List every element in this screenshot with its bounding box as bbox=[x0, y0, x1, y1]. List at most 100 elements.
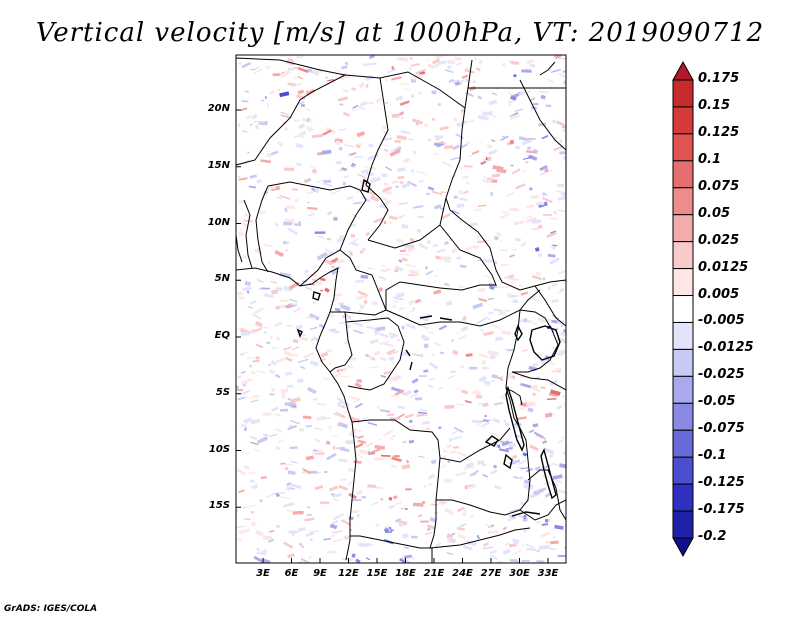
field-speckle bbox=[441, 501, 447, 504]
field-speckle bbox=[320, 351, 329, 358]
field-speckle bbox=[348, 357, 357, 361]
field-speckle bbox=[499, 440, 504, 443]
field-speckle bbox=[340, 513, 344, 517]
field-speckle bbox=[296, 94, 306, 100]
field-speckle bbox=[326, 452, 337, 461]
field-speckle bbox=[339, 400, 351, 407]
field-speckle bbox=[237, 396, 246, 401]
colorbar-label: -0.05 bbox=[698, 394, 736, 410]
field-speckle bbox=[335, 140, 342, 146]
field-speckle bbox=[384, 199, 392, 206]
field-speckle bbox=[514, 108, 524, 112]
field-speckle bbox=[351, 87, 357, 91]
field-speckle bbox=[410, 56, 413, 60]
field-speckle bbox=[478, 375, 487, 383]
field-speckle bbox=[324, 287, 330, 293]
field-speckle bbox=[357, 439, 367, 444]
field-speckle bbox=[286, 481, 292, 487]
field-speckle bbox=[336, 236, 346, 244]
field-speckle bbox=[456, 403, 465, 406]
field-speckle bbox=[457, 190, 465, 195]
field-speckle bbox=[432, 244, 439, 247]
field-speckle bbox=[305, 90, 309, 93]
field-speckle bbox=[472, 80, 477, 84]
field-speckle bbox=[392, 435, 396, 437]
field-speckle bbox=[339, 74, 351, 81]
field-speckle bbox=[309, 326, 318, 331]
field-speckle bbox=[274, 222, 279, 227]
field-speckle bbox=[509, 558, 519, 563]
field-speckle bbox=[276, 196, 282, 200]
field-speckle bbox=[276, 141, 284, 147]
field-speckle bbox=[404, 547, 409, 549]
field-speckle bbox=[523, 317, 528, 323]
field-speckle bbox=[491, 139, 496, 143]
field-speckle bbox=[494, 260, 498, 265]
field-speckle bbox=[460, 389, 469, 395]
lon-label: 12E bbox=[338, 568, 359, 579]
field-speckle bbox=[420, 520, 429, 523]
field-speckle bbox=[493, 235, 499, 241]
field-speckle bbox=[440, 464, 447, 469]
field-speckle bbox=[468, 366, 478, 370]
field-speckle bbox=[501, 396, 507, 401]
field-speckle bbox=[412, 307, 416, 310]
field-speckle bbox=[442, 455, 447, 460]
field-speckle bbox=[334, 68, 342, 73]
field-speckle bbox=[283, 285, 293, 292]
field-speckle bbox=[459, 166, 463, 170]
field-speckle bbox=[504, 542, 510, 546]
field-speckle bbox=[443, 478, 453, 483]
field-speckle bbox=[500, 135, 509, 142]
field-speckle bbox=[517, 416, 527, 421]
field-speckle bbox=[411, 118, 424, 125]
field-speckle bbox=[378, 287, 383, 292]
field-speckle bbox=[342, 367, 348, 372]
field-speckle bbox=[250, 521, 257, 527]
field-speckle bbox=[445, 300, 453, 306]
field-speckle bbox=[316, 179, 326, 184]
field-speckle bbox=[520, 501, 526, 506]
field-speckle bbox=[241, 378, 253, 384]
field-speckle bbox=[389, 334, 397, 339]
field-speckle bbox=[463, 545, 473, 551]
field-speckle bbox=[525, 150, 537, 154]
field-speckle bbox=[447, 60, 456, 65]
field-speckle bbox=[327, 550, 337, 554]
colorbar-label: -0.025 bbox=[698, 367, 745, 383]
field-speckle bbox=[528, 187, 533, 191]
field-speckle bbox=[278, 304, 287, 309]
field-speckle bbox=[352, 165, 357, 168]
field-speckle bbox=[511, 249, 517, 251]
field-speckle bbox=[368, 143, 374, 148]
field-speckle bbox=[337, 96, 349, 102]
field-speckle bbox=[508, 254, 516, 258]
field-speckle bbox=[367, 484, 377, 488]
field-speckle bbox=[345, 440, 355, 445]
field-speckle bbox=[378, 275, 387, 281]
field-speckle bbox=[416, 170, 427, 175]
field-speckle bbox=[383, 370, 391, 375]
field-speckle bbox=[456, 526, 466, 531]
field-speckle bbox=[561, 436, 565, 439]
border-nigeria bbox=[267, 181, 367, 287]
field-speckle bbox=[476, 534, 481, 540]
field-speckle bbox=[238, 228, 242, 231]
field-speckle bbox=[298, 101, 305, 105]
field-speckle bbox=[279, 91, 290, 98]
field-speckle bbox=[386, 348, 396, 355]
field-speckle bbox=[383, 220, 387, 225]
field-speckle bbox=[438, 386, 444, 390]
field-speckle bbox=[305, 425, 312, 428]
field-speckle bbox=[249, 435, 258, 441]
field-speckle bbox=[310, 336, 318, 342]
field-speckle bbox=[533, 431, 544, 438]
field-speckle bbox=[427, 138, 432, 142]
field-speckle bbox=[304, 107, 311, 112]
field-speckle bbox=[241, 100, 249, 103]
border-zambia bbox=[519, 499, 566, 521]
field-speckle bbox=[464, 69, 475, 74]
field-speckle bbox=[451, 209, 460, 215]
field-speckle bbox=[475, 67, 481, 72]
field-speckle bbox=[286, 486, 292, 491]
